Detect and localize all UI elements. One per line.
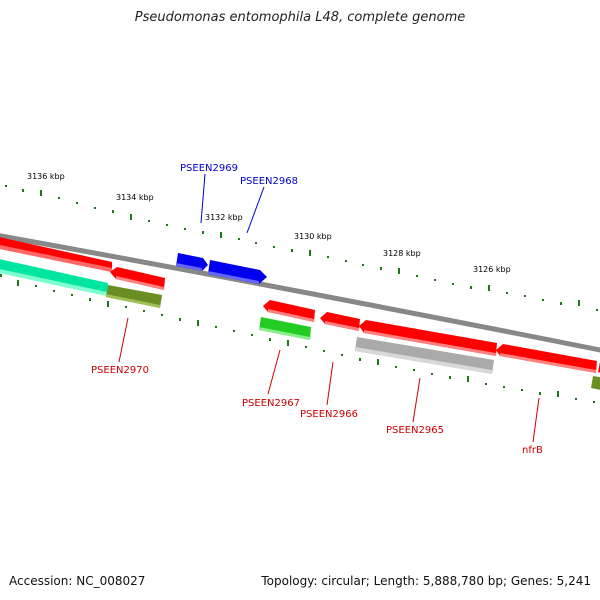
leader-PSEEN2970	[118, 317, 129, 363]
leader-PSEEN2965	[412, 377, 421, 423]
gene-label-PSEEN2970[interactable]: PSEEN2970	[91, 365, 149, 376]
leader-PSEEN2966	[326, 361, 334, 406]
gene-label-PSEEN2967[interactable]: PSEEN2967	[242, 398, 300, 409]
scale-label-3130: 3130 kbp	[294, 232, 332, 241]
gene-label-PSEEN2969[interactable]: PSEEN2969	[180, 163, 238, 174]
gene-feature-PSEEN2968[interactable]	[208, 260, 267, 284]
gene-feature-olive[interactable]	[106, 285, 162, 308]
forward-strand-features	[0, 237, 267, 284]
accession-label: Accession: NC_008027	[9, 574, 146, 588]
genome-backbone	[0, 233, 600, 353]
gene-label-PSEEN2966[interactable]: PSEEN2966	[300, 409, 358, 420]
scale-label-3134: 3134 kbp	[116, 193, 154, 202]
leader-nfrB	[532, 397, 540, 443]
leader-PSEEN2969	[200, 173, 206, 224]
gene-feature-olive-right[interactable]	[591, 376, 600, 392]
gene-feature-green[interactable]	[259, 317, 311, 340]
leader-PSEEN2967	[267, 349, 281, 395]
scale-label-3136: 3136 kbp	[27, 172, 65, 181]
genome-summary: Topology: circular; Length: 5,888,780 bp…	[261, 574, 591, 588]
lower-tick-ring	[0, 274, 595, 403]
gene-label-PSEEN2968[interactable]: PSEEN2968	[240, 176, 298, 187]
scale-label-3126: 3126 kbp	[473, 265, 511, 274]
upper-tick-ring	[5, 185, 598, 311]
gene-feature-PSEEN2965[interactable]	[359, 320, 497, 356]
leader-PSEEN2968	[246, 186, 265, 234]
reverse-strand-features	[0, 259, 600, 392]
gene-label-nfrB[interactable]: nfrB	[522, 445, 543, 456]
scale-label-3128: 3128 kbp	[383, 249, 421, 258]
map-title: Pseudomonas entomophila L48, complete ge…	[134, 10, 466, 25]
gene-label-PSEEN2965[interactable]: PSEEN2965	[386, 425, 444, 436]
scale-label-3132: 3132 kbp	[205, 213, 243, 222]
